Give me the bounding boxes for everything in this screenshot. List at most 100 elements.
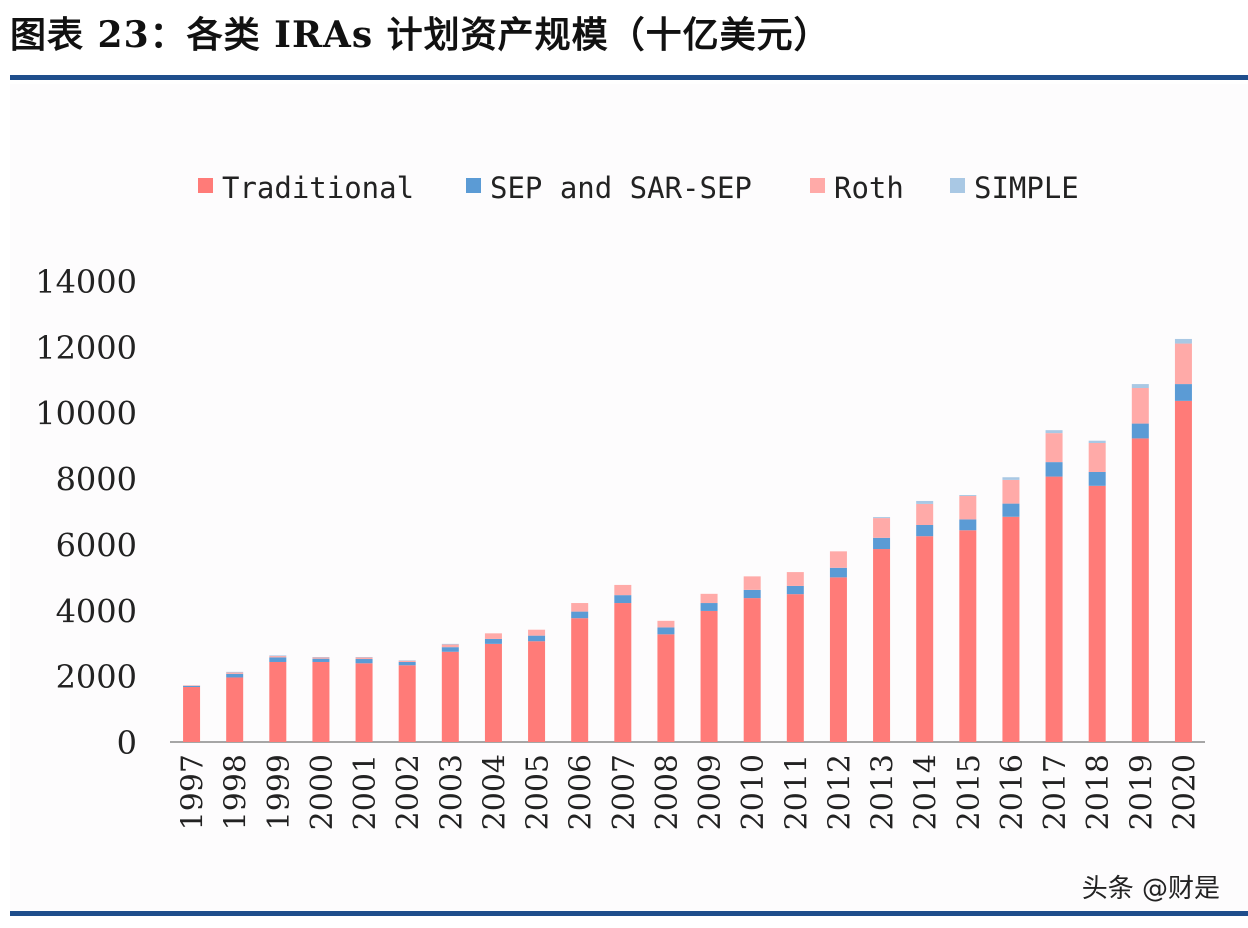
bar-traditional-2016 bbox=[1002, 516, 1020, 742]
bar-roth-2003 bbox=[441, 644, 459, 648]
x-tick-label: 2015 bbox=[952, 754, 987, 830]
bar-sep-and-sar-sep-2012 bbox=[829, 567, 847, 578]
bar-roth-2000 bbox=[312, 657, 330, 659]
x-tick-label: 2016 bbox=[995, 754, 1030, 830]
bar-roth-1997 bbox=[183, 685, 201, 686]
legend-label: Roth bbox=[834, 171, 904, 205]
x-tick-label: 2006 bbox=[564, 754, 599, 830]
y-tick-label: 12000 bbox=[35, 329, 137, 367]
x-tick-label: 2020 bbox=[1167, 754, 1202, 830]
bar-sep-and-sar-sep-2005 bbox=[528, 635, 546, 642]
y-tick-label: 10000 bbox=[35, 395, 137, 433]
bar-simple-1998 bbox=[226, 671, 244, 673]
bar-traditional-2013 bbox=[873, 549, 891, 742]
y-tick-label: 14000 bbox=[35, 263, 137, 301]
legend-label: SIMPLE bbox=[974, 171, 1079, 205]
bar-roth-2017 bbox=[1045, 433, 1063, 463]
bar-roth-2004 bbox=[484, 633, 502, 639]
bar-roth-2001 bbox=[355, 657, 373, 660]
chart-panel bbox=[10, 84, 1248, 910]
bar-roth-2002 bbox=[398, 660, 416, 662]
watermark: 头条 @财是 bbox=[1081, 874, 1220, 904]
figure-title: 图表 23：各类 IRAs 计划资产规模（十亿美元） bbox=[10, 14, 831, 56]
bar-simple-2018 bbox=[1088, 440, 1106, 444]
bar-traditional-2009 bbox=[700, 610, 718, 742]
x-tick-label: 2010 bbox=[736, 754, 771, 830]
bar-traditional-2001 bbox=[355, 663, 373, 742]
x-tick-label: 2017 bbox=[1038, 754, 1073, 830]
bar-roth-2011 bbox=[786, 572, 804, 586]
bar-roth-2016 bbox=[1002, 479, 1020, 504]
bar-simple-2019 bbox=[1131, 384, 1149, 389]
bar-sep-and-sar-sep-2014 bbox=[916, 525, 934, 537]
bar-sep-and-sar-sep-2006 bbox=[571, 611, 589, 619]
bar-sep-and-sar-sep-2013 bbox=[873, 537, 891, 550]
x-tick-label: 2002 bbox=[391, 754, 426, 830]
x-tick-label: 2014 bbox=[909, 754, 944, 830]
bar-simple-1999 bbox=[269, 655, 287, 657]
bar-sep-and-sar-sep-2003 bbox=[441, 647, 459, 652]
bar-traditional-2020 bbox=[1174, 400, 1192, 742]
bar-simple-2013 bbox=[873, 517, 891, 519]
legend-swatch-0 bbox=[198, 178, 213, 193]
x-tick-label: 2003 bbox=[434, 754, 469, 830]
bar-sep-and-sar-sep-2018 bbox=[1088, 471, 1106, 486]
bar-traditional-2007 bbox=[614, 603, 632, 742]
x-tick-label: 1999 bbox=[262, 754, 297, 830]
bar-simple-2016 bbox=[1002, 477, 1020, 480]
bar-roth-2015 bbox=[959, 496, 977, 520]
bar-sep-and-sar-sep-2000 bbox=[312, 658, 330, 662]
legend-swatch-3 bbox=[950, 178, 965, 193]
bar-roth-1998 bbox=[226, 672, 244, 674]
bar-traditional-2011 bbox=[786, 594, 804, 742]
bar-roth-2010 bbox=[743, 576, 761, 590]
bar-simple-2015 bbox=[959, 495, 977, 497]
bar-traditional-2018 bbox=[1088, 485, 1106, 742]
bar-roth-2005 bbox=[528, 629, 546, 636]
bar-traditional-2006 bbox=[571, 618, 589, 742]
bar-traditional-2019 bbox=[1131, 438, 1149, 742]
bar-roth-2020 bbox=[1174, 343, 1192, 385]
bar-sep-and-sar-sep-2002 bbox=[398, 661, 416, 666]
bar-traditional-2000 bbox=[312, 661, 330, 742]
x-tick-label: 2000 bbox=[305, 754, 340, 830]
bar-sep-and-sar-sep-2011 bbox=[786, 585, 804, 595]
bar-traditional-2015 bbox=[959, 530, 977, 742]
x-tick-label: 1997 bbox=[176, 754, 211, 830]
x-tick-label: 1998 bbox=[219, 754, 254, 830]
bar-simple-2017 bbox=[1045, 430, 1063, 434]
x-tick-label: 2005 bbox=[521, 754, 556, 830]
y-tick-label: 4000 bbox=[56, 592, 137, 630]
bar-simple-2000 bbox=[312, 657, 330, 658]
bar-traditional-2017 bbox=[1045, 476, 1063, 742]
bar-sep-and-sar-sep-2009 bbox=[700, 603, 718, 611]
bar-sep-and-sar-sep-2020 bbox=[1174, 384, 1192, 401]
x-tick-label: 2004 bbox=[477, 754, 512, 830]
bar-sep-and-sar-sep-2004 bbox=[484, 638, 502, 644]
bar-sep-and-sar-sep-2015 bbox=[959, 519, 977, 531]
bar-sep-and-sar-sep-2019 bbox=[1131, 423, 1149, 439]
bar-traditional-2003 bbox=[441, 651, 459, 742]
bar-roth-2019 bbox=[1131, 388, 1149, 424]
bar-traditional-2008 bbox=[657, 634, 675, 742]
x-tick-label: 2013 bbox=[866, 754, 901, 830]
bar-sep-and-sar-sep-1997 bbox=[183, 685, 201, 688]
x-tick-label: 2019 bbox=[1124, 754, 1159, 830]
x-tick-label: 2009 bbox=[693, 754, 728, 830]
bar-traditional-1999 bbox=[269, 661, 287, 742]
bar-sep-and-sar-sep-2007 bbox=[614, 595, 632, 604]
bar-traditional-2012 bbox=[829, 577, 847, 742]
bottom-rule bbox=[10, 911, 1248, 916]
x-tick-label: 2011 bbox=[779, 754, 814, 830]
y-tick-label: 0 bbox=[117, 724, 137, 762]
bar-simple-2020 bbox=[1174, 338, 1192, 344]
bar-sep-and-sar-sep-2010 bbox=[743, 589, 761, 599]
bar-sep-and-sar-sep-2016 bbox=[1002, 503, 1020, 517]
bar-simple-2014 bbox=[916, 500, 934, 504]
x-tick-label: 2008 bbox=[650, 754, 685, 830]
bar-traditional-2002 bbox=[398, 665, 416, 742]
x-tick-label: 2018 bbox=[1081, 754, 1116, 830]
bar-roth-2018 bbox=[1088, 443, 1106, 472]
bar-sep-and-sar-sep-2008 bbox=[657, 627, 675, 635]
